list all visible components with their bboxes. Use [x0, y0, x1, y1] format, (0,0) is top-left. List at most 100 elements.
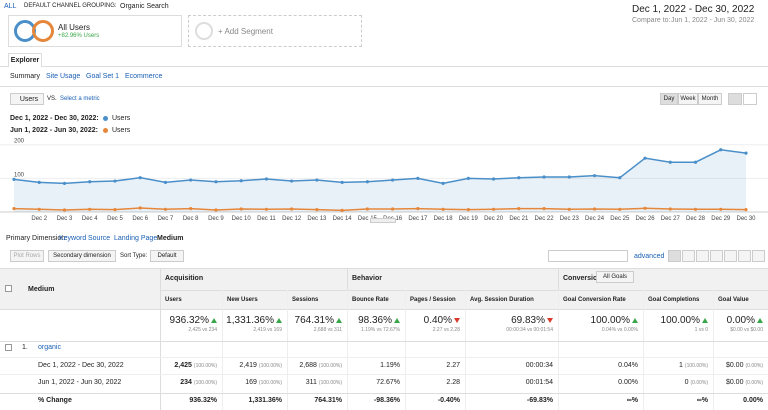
point: [62, 208, 67, 212]
point: [365, 180, 369, 184]
x-tick-label: Dec 9: [208, 216, 224, 222]
x-tick-label: Dec 10: [232, 216, 252, 222]
x-tick-label: Dec 30: [736, 216, 756, 222]
point: [491, 207, 496, 211]
point: [340, 180, 344, 184]
column-header: New Users: [227, 297, 258, 303]
point: [239, 179, 243, 183]
view-button: [710, 250, 723, 262]
row-label[interactable]: organic: [38, 344, 61, 351]
metric-select[interactable]: Users: [10, 93, 44, 105]
cell: 2,419 (100.00%): [222, 362, 287, 369]
point: [719, 148, 723, 152]
select-metric[interactable]: Select a metric: [60, 96, 100, 102]
point: [37, 207, 41, 211]
date-range[interactable]: Dec 1, 2022 - Dec 30, 2022: [632, 4, 755, 15]
cell-value: 2,425: [174, 362, 192, 369]
row-line: [0, 357, 768, 358]
table-header-bg: [0, 268, 768, 310]
period-button[interactable]: Day: [660, 93, 678, 105]
subtab[interactable]: Site Usage: [46, 73, 81, 80]
legend-dot: [103, 128, 108, 133]
group-line: [160, 290, 768, 291]
change-value: 764.31%: [314, 397, 342, 404]
secondary-dimension[interactable]: Secondary dimension: [48, 250, 116, 262]
comparison-label: Jun 1, 2022 - Jun 30, 2022: [38, 379, 122, 386]
checkbox: [5, 285, 12, 292]
cell-value: 1: [679, 362, 683, 369]
checkbox: [5, 344, 12, 351]
tab[interactable]: Explorer: [8, 53, 42, 67]
breadcrumb-root[interactable]: ALL: [4, 3, 17, 10]
view-button: [668, 250, 681, 262]
chart-resize-handle: [370, 218, 396, 223]
goals-select[interactable]: All Goals: [596, 271, 634, 283]
advanced-link[interactable]: advanced: [634, 253, 665, 260]
x-tick-label: Dec 15: [358, 216, 378, 222]
cell: 234 (100.00%): [160, 379, 222, 386]
point: [264, 207, 269, 211]
x-tick-label: Dec 24: [585, 216, 605, 222]
point: [264, 177, 269, 181]
point: [315, 208, 319, 212]
x-tick-label: Dec 4: [82, 216, 98, 222]
point: [113, 208, 117, 212]
sort-select[interactable]: Default: [150, 250, 184, 262]
series-line: [13, 148, 747, 185]
total-detail: 0.04% vs 0.00%: [601, 327, 638, 333]
add-segment[interactable]: + Add Segment: [218, 27, 273, 36]
subtab[interactable]: Goal Set 1: [86, 73, 120, 80]
dimension[interactable]: Source: [88, 235, 111, 242]
point: [643, 156, 647, 160]
x-tick-label: Dec 5: [107, 216, 123, 222]
view-button: [724, 250, 737, 262]
cell-share: (0.00%): [745, 363, 763, 369]
point: [567, 175, 571, 179]
primary-dimension-label: Primary Dimension:: [6, 235, 68, 242]
dimension[interactable]: Medium: [157, 235, 184, 242]
change-value: 936.32%: [189, 397, 217, 404]
compare-label: Compare to:: [632, 17, 671, 24]
total-detail: 2,688 vs 311: [313, 327, 342, 333]
cell-share: (0.00%): [690, 380, 708, 386]
subtab[interactable]: Summary: [10, 73, 40, 80]
total-value: 1,331.36%: [222, 315, 287, 326]
column-header: Avg. Session Duration: [470, 297, 534, 303]
row-line: [0, 374, 768, 375]
point: [315, 178, 319, 182]
point: [391, 178, 395, 182]
legend-dot: [103, 116, 108, 121]
dimension[interactable]: Landing Page: [114, 235, 158, 242]
column-header: Medium: [28, 286, 55, 293]
legend-period: Dec 1, 2022 - Dec 30, 2022:: [10, 115, 99, 122]
column-header: Pages / Session: [410, 297, 456, 303]
point: [693, 207, 698, 211]
cell-value: $0.00: [725, 362, 744, 369]
cell: 311 (100.00%): [287, 379, 347, 386]
dimension[interactable]: Keyword: [59, 235, 87, 242]
cell-share: (100.00%): [258, 363, 282, 369]
subtab-line: [0, 86, 768, 87]
cell: 2,688 (100.00%): [287, 362, 347, 369]
subtab[interactable]: Ecommerce: [125, 73, 163, 80]
segment-card: [8, 15, 182, 47]
cell: 1.19%: [347, 362, 405, 369]
cell-value: 311: [305, 379, 317, 386]
change-value: -69.83%: [526, 397, 553, 404]
legend-period: Jun 1, 2022 - Jun 30, 2022:: [10, 127, 98, 134]
cell-value: 2,419: [239, 362, 257, 369]
point: [744, 151, 748, 155]
period-button[interactable]: Week: [678, 93, 698, 105]
x-tick-label: Dec 20: [484, 216, 504, 222]
point: [441, 207, 445, 211]
cell: 0 (0.00%): [643, 379, 713, 386]
x-tick-label: Dec 12: [282, 216, 302, 222]
change-value: ∞%: [626, 397, 638, 404]
segment-card: [188, 15, 362, 47]
total-value: 100.00%: [643, 315, 713, 326]
row-line: [0, 341, 768, 342]
column-divider: [643, 290, 644, 410]
column-header: Sessions: [292, 297, 319, 303]
period-button[interactable]: Month: [698, 93, 722, 105]
plot-rows[interactable]: Plot Rows: [10, 250, 44, 262]
